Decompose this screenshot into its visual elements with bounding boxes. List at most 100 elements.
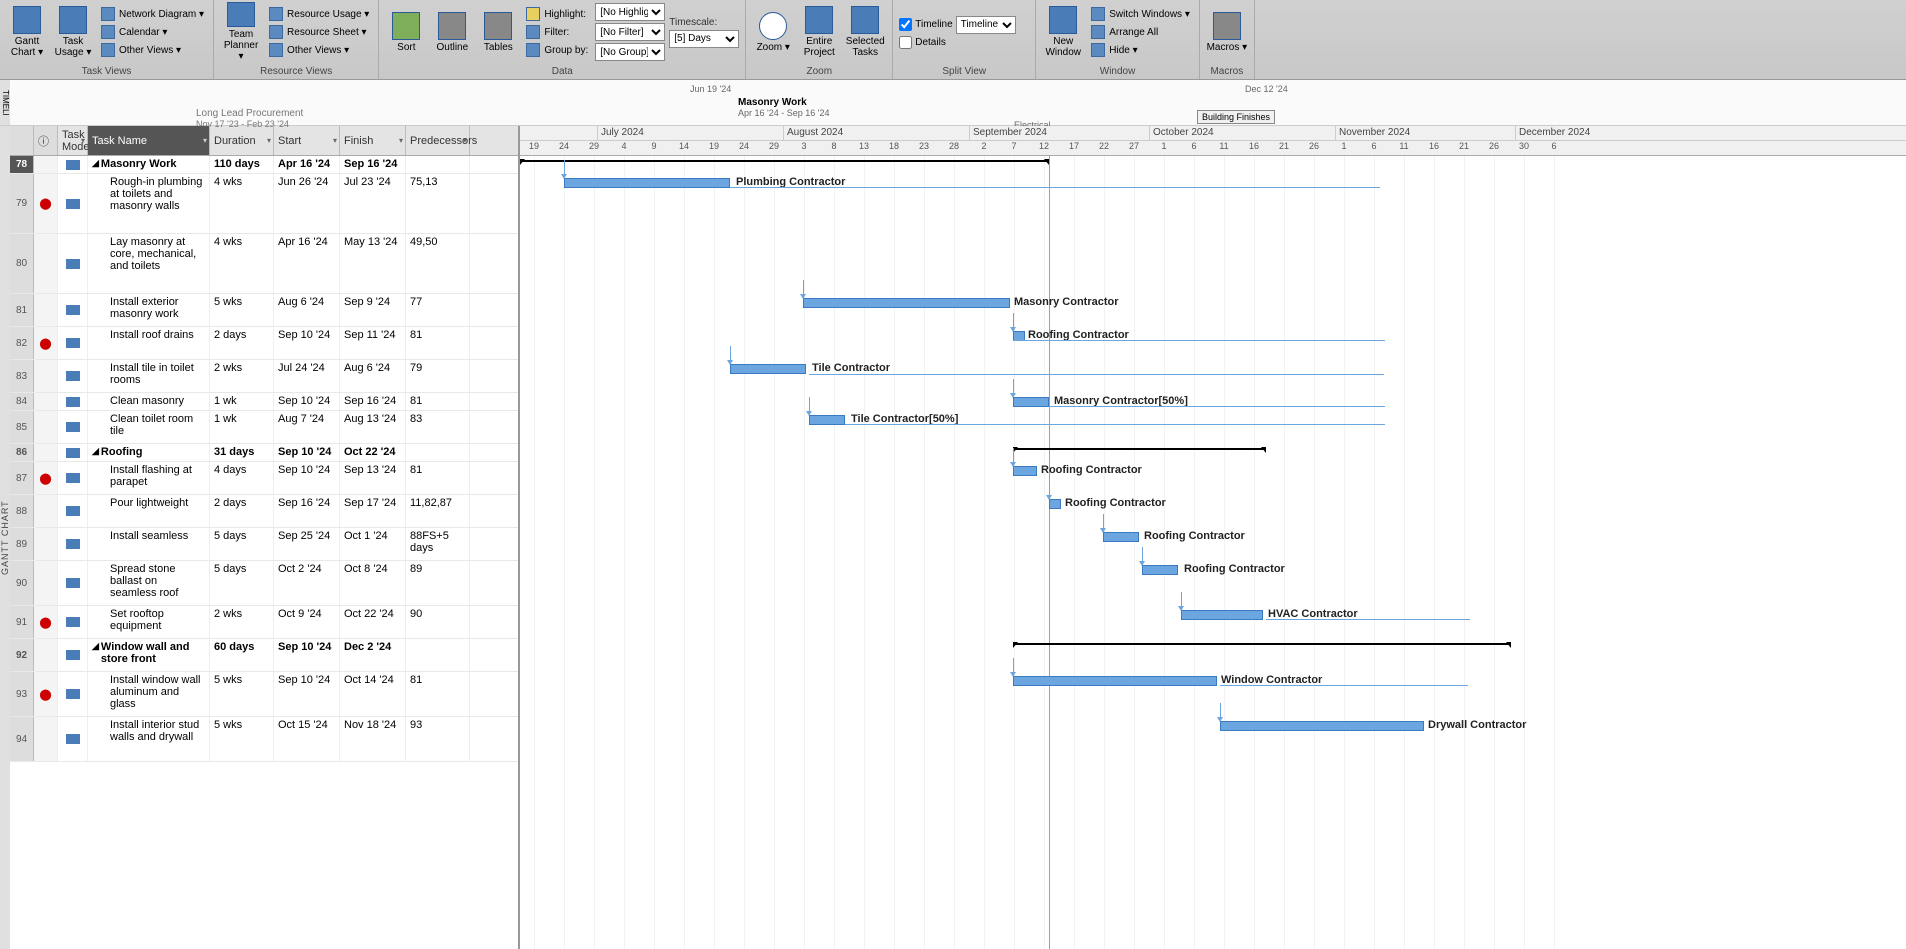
task-name-cell[interactable]: Install roof drains (88, 327, 210, 359)
table-row[interactable]: 94Install interior stud walls and drywal… (10, 717, 518, 762)
start-cell[interactable]: Apr 16 '24 (274, 156, 340, 173)
team-planner-button[interactable]: Team Planner ▾ (220, 2, 262, 62)
predecessors-cell[interactable]: 81 (406, 672, 470, 716)
row-number[interactable]: 86 (10, 444, 34, 461)
finish-cell[interactable]: Oct 22 '24 (340, 444, 406, 461)
predecessors-cell[interactable]: 49,50 (406, 234, 470, 293)
task-bar[interactable] (1142, 565, 1178, 575)
duration-cell[interactable]: 2 wks (210, 606, 274, 638)
duration-cell[interactable]: 4 days (210, 462, 274, 494)
duration-cell[interactable]: 110 days (210, 156, 274, 173)
timescale-select[interactable]: [5] Days (669, 30, 739, 48)
finish-cell[interactable]: Jul 23 '24 (340, 174, 406, 233)
task-name-header[interactable]: Task Name▾ (88, 126, 210, 155)
task-bar[interactable] (803, 298, 1010, 308)
selected-tasks-button[interactable]: Selected Tasks (844, 2, 886, 62)
task-bar[interactable] (1013, 397, 1049, 407)
predecessors-cell[interactable]: 79 (406, 360, 470, 392)
info-header[interactable]: ⓘ (34, 126, 58, 155)
summary-bar[interactable] (520, 160, 1049, 162)
table-row[interactable]: 81Install exterior masonry work5 wksAug … (10, 294, 518, 327)
duration-cell[interactable]: 2 days (210, 495, 274, 527)
task-mode-cell[interactable] (58, 462, 88, 494)
start-cell[interactable]: Oct 9 '24 (274, 606, 340, 638)
hide-button[interactable]: Hide ▾ (1088, 42, 1193, 58)
gantt-chart-button[interactable]: Gantt Chart ▾ (6, 2, 48, 62)
task-mode-cell[interactable] (58, 444, 88, 461)
task-bar[interactable] (564, 178, 730, 188)
task-mode-cell[interactable] (58, 393, 88, 410)
task-name-cell[interactable]: Pour lightweight (88, 495, 210, 527)
predecessors-cell[interactable]: 75,13 (406, 174, 470, 233)
predecessors-cell[interactable]: 11,82,87 (406, 495, 470, 527)
finish-cell[interactable]: Sep 16 '24 (340, 393, 406, 410)
finish-cell[interactable]: Sep 9 '24 (340, 294, 406, 326)
task-mode-cell[interactable] (58, 495, 88, 527)
task-name-cell[interactable]: Install exterior masonry work (88, 294, 210, 326)
arrange-all-button[interactable]: Arrange All (1088, 24, 1193, 40)
task-bar[interactable] (1013, 466, 1037, 476)
finish-cell[interactable]: Dec 2 '24 (340, 639, 406, 671)
duration-cell[interactable]: 5 days (210, 561, 274, 605)
task-name-cell[interactable]: ◢Roofing (88, 444, 210, 461)
predecessors-cell[interactable]: 77 (406, 294, 470, 326)
finish-cell[interactable]: Sep 17 '24 (340, 495, 406, 527)
details-check[interactable]: Details (899, 36, 1029, 49)
table-row[interactable]: 91⬤Set rooftop equipment2 wksOct 9 '24Oc… (10, 606, 518, 639)
table-row[interactable]: 90Spread stone ballast on seamless roof5… (10, 561, 518, 606)
rownum-header[interactable] (10, 126, 34, 155)
task-mode-header[interactable]: Task Mode▾ (58, 126, 88, 155)
task-bar[interactable] (809, 415, 845, 425)
finish-cell[interactable]: Oct 8 '24 (340, 561, 406, 605)
finish-cell[interactable]: Nov 18 '24 (340, 717, 406, 761)
table-row[interactable]: 85Clean toilet room tile1 wkAug 7 '24Aug… (10, 411, 518, 444)
table-row[interactable]: 79⬤Rough-in plumbing at toilets and maso… (10, 174, 518, 234)
start-cell[interactable]: Sep 10 '24 (274, 462, 340, 494)
duration-cell[interactable]: 31 days (210, 444, 274, 461)
calendar-button[interactable]: Calendar ▾ (98, 24, 207, 40)
collapse-icon[interactable]: ◢ (92, 446, 99, 457)
start-cell[interactable]: Aug 6 '24 (274, 294, 340, 326)
task-bar[interactable] (1049, 499, 1061, 509)
network-diagram-button[interactable]: Network Diagram ▾ (98, 6, 207, 22)
task-mode-cell[interactable] (58, 327, 88, 359)
task-mode-cell[interactable] (58, 561, 88, 605)
duration-cell[interactable]: 2 days (210, 327, 274, 359)
task-name-cell[interactable]: Install tile in toilet rooms (88, 360, 210, 392)
start-cell[interactable]: Aug 7 '24 (274, 411, 340, 443)
predecessors-cell[interactable] (406, 444, 470, 461)
row-number[interactable]: 82 (10, 327, 34, 359)
table-row[interactable]: 88Pour lightweight2 daysSep 16 '24Sep 17… (10, 495, 518, 528)
finish-cell[interactable]: Sep 16 '24 (340, 156, 406, 173)
sort-button[interactable]: Sort (385, 2, 427, 62)
duration-cell[interactable]: 1 wk (210, 411, 274, 443)
finish-cell[interactable]: Aug 13 '24 (340, 411, 406, 443)
row-number[interactable]: 91 (10, 606, 34, 638)
predecessors-cell[interactable]: 90 (406, 606, 470, 638)
table-row[interactable]: 93⬤Install window wall aluminum and glas… (10, 672, 518, 717)
finish-header[interactable]: Finish▾ (340, 126, 406, 155)
timeline-select[interactable]: Timeline (956, 16, 1016, 34)
predecessors-cell[interactable] (406, 639, 470, 671)
row-number[interactable]: 84 (10, 393, 34, 410)
task-bar[interactable] (1103, 532, 1139, 542)
task-mode-cell[interactable] (58, 672, 88, 716)
finish-cell[interactable]: Sep 11 '24 (340, 327, 406, 359)
task-name-cell[interactable]: Clean toilet room tile (88, 411, 210, 443)
other-task-views-button[interactable]: Other Views ▾ (98, 42, 207, 58)
tables-button[interactable]: Tables (477, 2, 519, 62)
predecessors-cell[interactable]: 93 (406, 717, 470, 761)
table-row[interactable]: 86◢Roofing31 daysSep 10 '24Oct 22 '24 (10, 444, 518, 462)
finish-cell[interactable]: Sep 13 '24 (340, 462, 406, 494)
task-bar[interactable] (730, 364, 806, 374)
duration-cell[interactable]: 5 days (210, 528, 274, 560)
table-row[interactable]: 84Clean masonry1 wkSep 10 '24Sep 16 '248… (10, 393, 518, 411)
task-name-cell[interactable]: Rough-in plumbing at toilets and masonry… (88, 174, 210, 233)
duration-cell[interactable]: 4 wks (210, 234, 274, 293)
chart-body[interactable]: Plumbing ContractorMasonry ContractorRoo… (520, 156, 1906, 949)
collapse-icon[interactable]: ◢ (92, 641, 99, 652)
details-checkbox[interactable] (899, 36, 912, 49)
duration-header[interactable]: Duration▾ (210, 126, 274, 155)
row-number[interactable]: 80 (10, 234, 34, 293)
duration-cell[interactable]: 5 wks (210, 672, 274, 716)
